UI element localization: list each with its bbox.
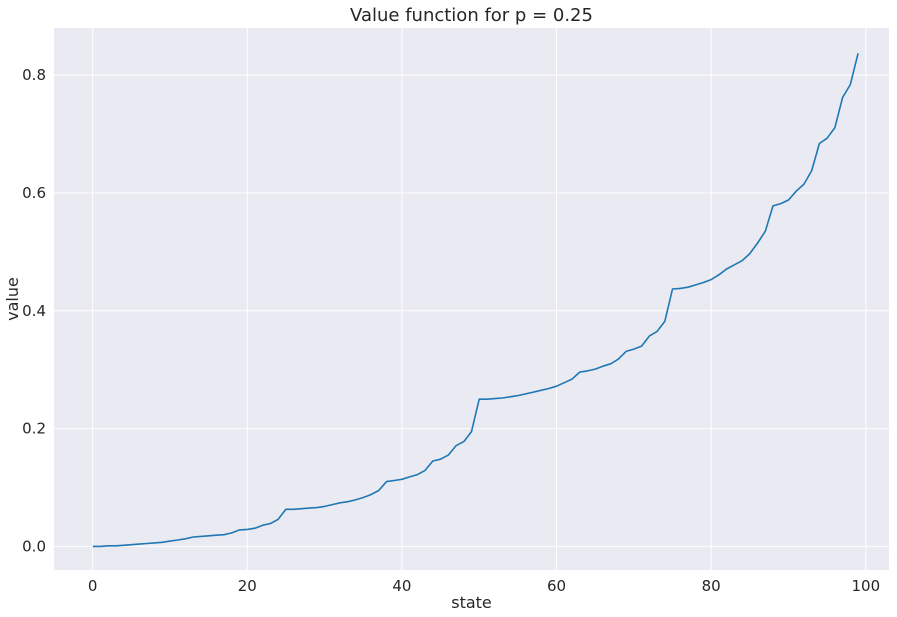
y-tick-label: 0.2: [22, 420, 46, 438]
x-tick-label: 0: [88, 577, 98, 595]
series-line-layer: [92, 53, 859, 548]
x-tick-label: 80: [702, 577, 721, 595]
y-tick-label: 0.0: [22, 537, 46, 555]
x-tick-label: 40: [392, 577, 411, 595]
x-axis-label: state: [451, 593, 492, 612]
x-tick-label: 20: [238, 577, 257, 595]
plot-area: [54, 28, 889, 570]
y-tick-label: 0.4: [22, 302, 46, 320]
y-axis-label: value: [3, 277, 22, 321]
x-axis-ticks: 0 20 40 60 80 100: [88, 577, 880, 595]
series-line: [92, 53, 859, 548]
x-tick-label: 100: [851, 577, 880, 595]
chart-title: Value function for p = 0.25: [350, 5, 593, 26]
x-tick-label: 60: [547, 577, 566, 595]
y-axis-ticks: 0.0 0.2 0.4 0.6 0.8: [22, 66, 46, 555]
y-tick-label: 0.6: [22, 184, 46, 202]
grid: [54, 28, 889, 570]
y-tick-label: 0.8: [22, 66, 46, 84]
